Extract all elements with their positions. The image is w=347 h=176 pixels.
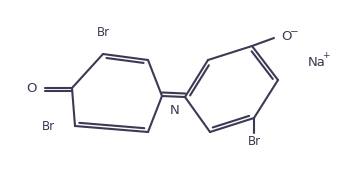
- Text: −: −: [290, 27, 299, 37]
- Text: Na: Na: [308, 55, 326, 68]
- Text: Br: Br: [96, 26, 110, 39]
- Text: N: N: [170, 103, 179, 117]
- Text: O: O: [26, 81, 37, 95]
- Text: Br: Br: [247, 135, 261, 148]
- Text: Br: Br: [42, 120, 55, 133]
- Text: O: O: [281, 30, 291, 43]
- Text: +: +: [322, 52, 330, 61]
